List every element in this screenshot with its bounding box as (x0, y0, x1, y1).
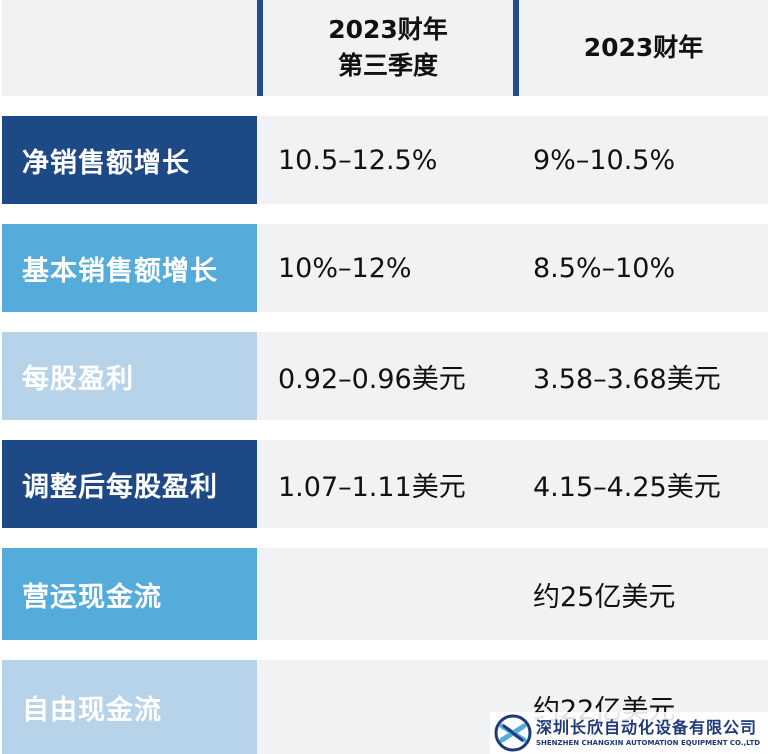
header-fy-column: 2023财年 (519, 0, 768, 96)
row-fy-value: 3.58–3.68美元 (533, 363, 721, 395)
company-watermark: 深圳长欣自动化设备有限公司 SHENZHEN CHANGXIN AUTOMATI… (490, 712, 768, 754)
row-q3-value: 0.92–0.96美元 (278, 363, 466, 395)
row-fy-value: 8.5%–10% (533, 252, 676, 284)
row-label-organic-sales-growth: 基本销售额增长 (2, 224, 257, 312)
row-label-net-sales-growth: 净销售额增长 (2, 116, 257, 204)
watermark-company-name-en: SHENZHEN CHANGXIN AUTOMATION EQUIPMENT C… (536, 739, 761, 747)
row-label-eps: 每股盈利 (2, 332, 257, 420)
header-divider-left (257, 0, 263, 96)
header-q3-line2: 第三季度 (337, 51, 438, 80)
company-logo-icon (494, 714, 532, 752)
header-fy-label: 2023财年 (583, 33, 704, 62)
row-label-adjusted-eps: 调整后每股盈利 (2, 440, 257, 528)
table-row: 基本销售额增长 10%–12% 8.5%–10% (2, 224, 768, 312)
table-row: 每股盈利 0.92–0.96美元 3.58–3.68美元 (2, 332, 768, 420)
row-cell-background (257, 332, 768, 420)
row-fy-value: 4.15–4.25美元 (533, 471, 721, 503)
row-q3-value: 1.07–1.11美元 (278, 471, 466, 503)
header-q3-column: 2023财年 第三季度 (263, 0, 513, 96)
header-divider-right (513, 0, 519, 96)
table-row: 净销售额增长 10.5–12.5% 9%–10.5% (2, 116, 768, 204)
row-q3-value: 10.5–12.5% (278, 144, 438, 176)
table-row: 调整后每股盈利 1.07–1.11美元 4.15–4.25美元 (2, 440, 768, 528)
table-row: 营运现金流 约25亿美元 (2, 548, 768, 640)
row-cell-background (257, 548, 768, 640)
row-cell-background (257, 224, 768, 312)
watermark-company-name-cn: 深圳长欣自动化设备有限公司 (536, 718, 758, 737)
header-q3-line1: 2023财年 (328, 15, 448, 44)
row-cell-background (257, 440, 768, 528)
row-label-free-cash-flow: 自由现金流 (2, 660, 257, 754)
row-fy-value: 9%–10.5% (533, 144, 676, 176)
row-q3-value: 10%–12% (278, 252, 412, 284)
row-fy-value: 约25亿美元 (533, 581, 676, 613)
header-label-cell (2, 0, 257, 96)
row-cell-background (257, 116, 768, 204)
row-label-operating-cash-flow: 营运现金流 (2, 548, 257, 640)
